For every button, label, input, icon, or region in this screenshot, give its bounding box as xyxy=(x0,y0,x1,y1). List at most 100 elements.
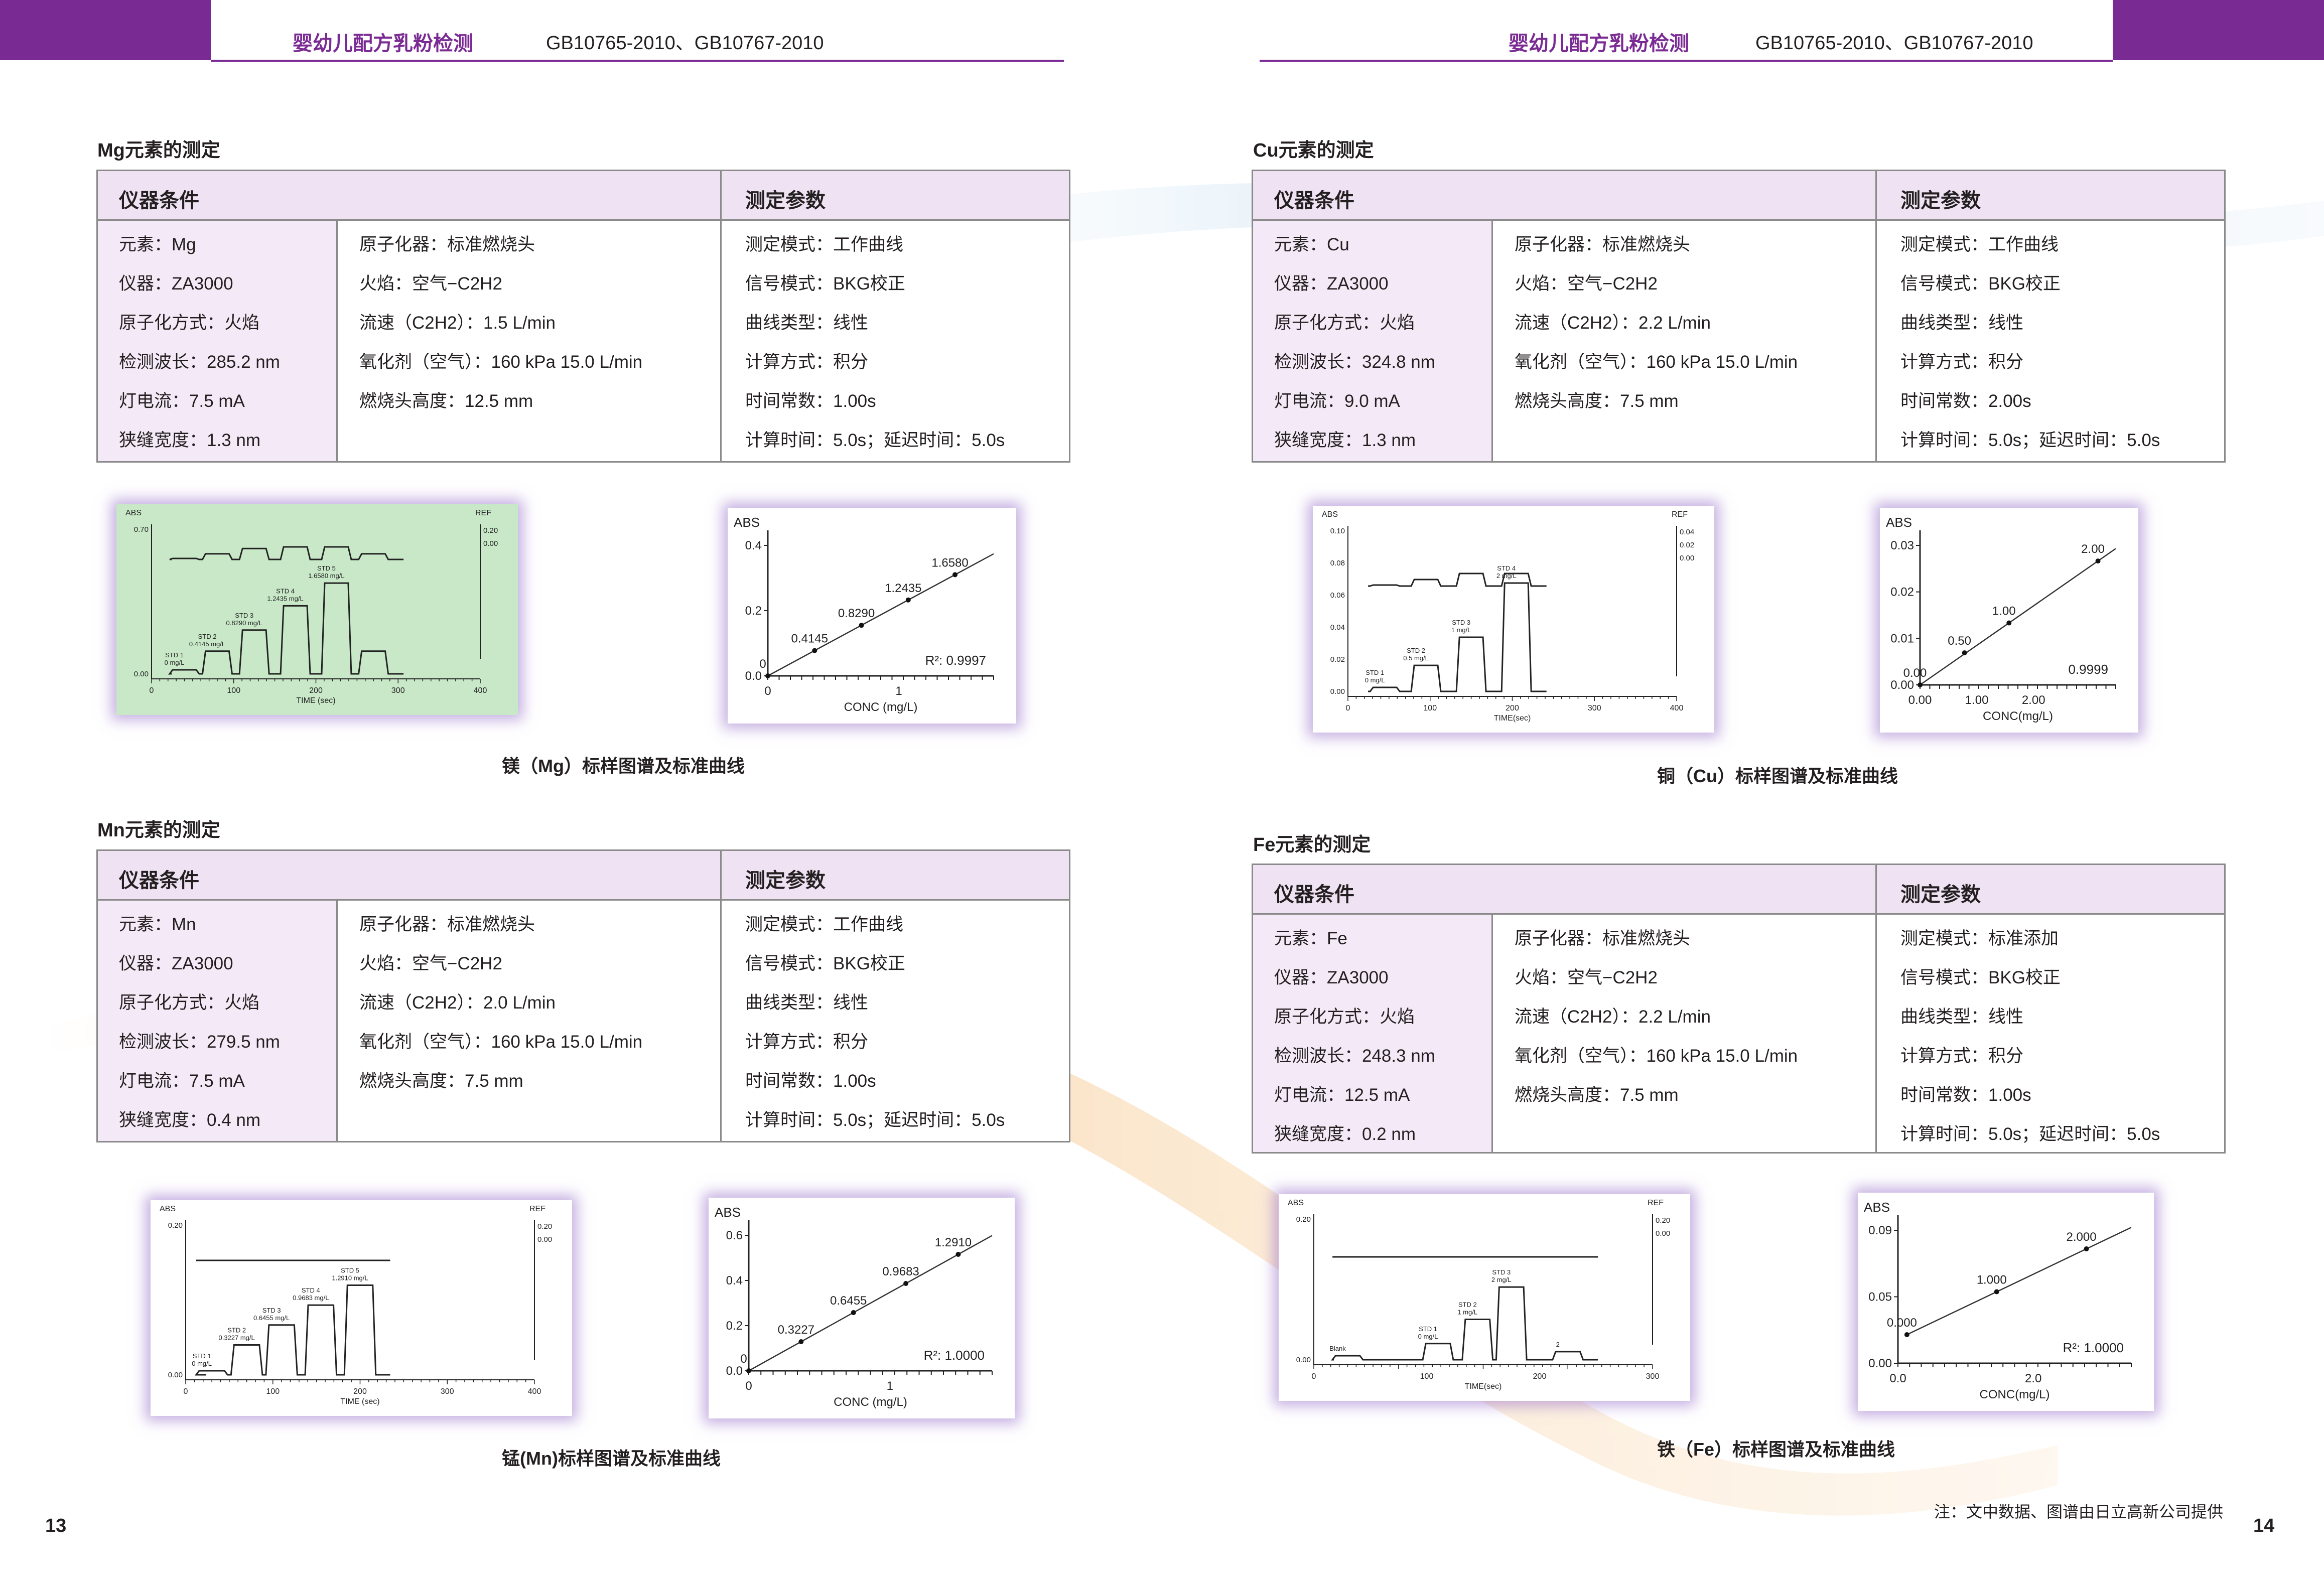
table-cell: 仪器：ZA3000 xyxy=(1274,968,1389,987)
table-cell: 火焰：空气−C2H2 xyxy=(359,954,502,973)
peak-label: 0 mg/L xyxy=(165,659,185,666)
table-cell: 火焰：空气−C2H2 xyxy=(1515,968,1658,987)
data-point xyxy=(2084,1246,2089,1251)
peak-label: STD 1 xyxy=(1365,669,1384,676)
chart-cu-time: ABS REF 0.10 0.08 0.06 0.04 0.02 0.00 0.04 0.02 0.… xyxy=(1313,506,1714,733)
x-tick-label: 200 xyxy=(309,686,323,695)
header-title-left: 婴幼儿配方乳粉检测 xyxy=(293,33,473,55)
data-point xyxy=(1904,1332,1909,1337)
table-cell: 检测波长：279.5 nm xyxy=(119,1032,280,1052)
x-axis-label: TIME(sec) xyxy=(1465,1382,1502,1391)
table-cell: 燃烧头高度：12.5 mm xyxy=(359,391,533,411)
table-cell: 信号模式：BKG校正 xyxy=(745,954,905,973)
x-axis-label: CONC(mg/L) xyxy=(1979,1388,2049,1401)
section-title-mg: Mg元素的测定 xyxy=(97,140,220,161)
table-cell: 仪器：ZA3000 xyxy=(1274,274,1389,294)
point-label: 1.6580 xyxy=(931,556,968,569)
y-tick-label: 0.70 xyxy=(134,525,149,534)
data-point xyxy=(1994,1289,1999,1295)
caption-mn: 锰(Mn)标样图谱及标准曲线 xyxy=(502,1448,721,1469)
chart-mn-cal: ABS 0.0 0.2 0.4 0.6 0 1 CONC (mg/L) 0 0.3227 0.645… xyxy=(709,1198,1015,1418)
x-axis-label: TIME(sec) xyxy=(1494,714,1531,723)
table-cell: 时间常数：1.00s xyxy=(745,1071,876,1091)
point-label: 0.6455 xyxy=(830,1294,867,1308)
y2-tick-label: 0.00 xyxy=(1656,1229,1670,1238)
data-point xyxy=(798,1339,804,1344)
y2-axis-label: REF xyxy=(475,509,491,517)
point-label: 1.2435 xyxy=(885,582,921,595)
y2-axis-label: REF xyxy=(1648,1199,1664,1207)
peak-label: STD 3 xyxy=(235,612,253,619)
data-point xyxy=(812,648,817,653)
y-axis-label: ABS xyxy=(734,515,760,530)
column-1-shade xyxy=(98,219,336,461)
table-cell: 检测波长：248.3 nm xyxy=(1274,1046,1435,1066)
header-standard-left: GB10765-2010、GB10767-2010 xyxy=(546,33,824,54)
x-tick-label: 2.00 xyxy=(2022,693,2045,707)
y-tick-label: 0.01 xyxy=(1890,632,1914,645)
y-tick-label: 0.00 xyxy=(168,1371,183,1379)
y-tick-label: 0.4 xyxy=(726,1274,743,1287)
table-cell: 灯电流：7.5 mA xyxy=(119,1071,245,1091)
y2-tick-label: 0.20 xyxy=(1656,1216,1670,1225)
cu-calibration-plot: ABS 0.00 0.01 0.02 0.03 0.00 1.00 2.00 CONC(mg/L… xyxy=(1886,515,2116,723)
peak-label: STD 1 xyxy=(193,1352,211,1360)
peak-label: 0.3227 mg/L xyxy=(218,1334,254,1341)
point-label: 0.3227 xyxy=(778,1323,814,1337)
x-tick-label: 200 xyxy=(353,1387,367,1396)
table-cell: 氧化剂（空气）：160 kPa 15.0 L/min xyxy=(1515,1046,1798,1066)
peak-label: STD 5 xyxy=(341,1266,359,1274)
table-cell: 时间常数：1.00s xyxy=(745,391,876,411)
point-label: 2.000 xyxy=(2067,1230,2097,1244)
y-tick-label: 0.00 xyxy=(134,670,149,678)
divider-1 xyxy=(1491,219,1493,461)
table-cell: 狭缝宽度：0.4 nm xyxy=(119,1110,260,1130)
peak-label: 2 xyxy=(1556,1341,1560,1348)
divider-2 xyxy=(1875,171,1877,461)
point-label: 0.9683 xyxy=(882,1265,919,1278)
header-params: 测定参数 xyxy=(745,190,826,212)
table-cell: 灯电流：12.5 mA xyxy=(1274,1085,1410,1105)
x-tick-label: 400 xyxy=(474,686,487,695)
x-tick-label: 0 xyxy=(150,686,154,695)
reference-trace xyxy=(169,546,404,560)
data-point xyxy=(1918,682,1923,687)
peak-label: 0 mg/L xyxy=(192,1360,212,1367)
y2-axis-label: REF xyxy=(529,1205,545,1213)
table-cell: 信号模式：BKG校正 xyxy=(745,274,905,294)
peak-label: 0.8290 mg/L xyxy=(226,619,262,627)
y-tick-label: 0.03 xyxy=(1890,539,1914,552)
x-tick-label: 1 xyxy=(895,684,902,698)
data-point xyxy=(859,623,864,628)
y-tick-label: 0.0 xyxy=(726,1364,743,1378)
table-cell: 元素：Mg xyxy=(119,235,196,254)
x-tick-label: 200 xyxy=(1533,1372,1547,1381)
x-tick-label: 0 xyxy=(1312,1372,1316,1381)
table-cell: 原子化器：标准燃烧头 xyxy=(1515,929,1691,948)
table-cell: 计算时间：5.0s；延迟时间：5.0s xyxy=(1900,1124,2160,1144)
table-cell: 流速（C2H2）：1.5 L/min xyxy=(359,313,556,333)
table-cell: 曲线类型：线性 xyxy=(745,313,869,333)
peak-label: 1.2435 mg/L xyxy=(267,595,303,602)
chart-fe-time: ABS REF 0.20 0.00 0.20 0.00 0 100 200 300 TIME(sec… xyxy=(1279,1194,1690,1401)
chart-mg-time: ABS REF 0.70 0.00 0.20 0.00 0 100 200 300 400 TIME … xyxy=(116,504,518,715)
divider-1 xyxy=(336,219,338,461)
regression-line xyxy=(748,1235,993,1372)
y2-tick-label: 0.00 xyxy=(537,1235,552,1244)
x-tick-label: 400 xyxy=(528,1387,541,1396)
peak-label: 0 mg/L xyxy=(1365,676,1385,684)
x-tick-label: 2.0 xyxy=(2025,1372,2041,1385)
table-cell: 元素：Fe xyxy=(1274,929,1347,948)
table-cell: 仪器：ZA3000 xyxy=(119,954,233,973)
y-tick-label: 0.08 xyxy=(1330,559,1345,567)
table-cell: 原子化器：标准燃烧头 xyxy=(1515,235,1691,254)
y2-tick-label: 0.00 xyxy=(483,539,498,548)
divider-2 xyxy=(1875,865,1877,1152)
table-cell: 原子化方式：火焰 xyxy=(1274,313,1415,333)
y2-tick-label: 0.00 xyxy=(1680,554,1694,562)
peak-label: STD 2 xyxy=(227,1326,246,1334)
chart-cu-cal: ABS 0.00 0.01 0.02 0.03 0.00 1.00 2.00 CONC(mg/L… xyxy=(1880,508,2138,733)
table-cell: 狭缝宽度：0.2 nm xyxy=(1274,1124,1416,1144)
table-cell: 狭缝宽度：1.3 nm xyxy=(1274,431,1416,450)
